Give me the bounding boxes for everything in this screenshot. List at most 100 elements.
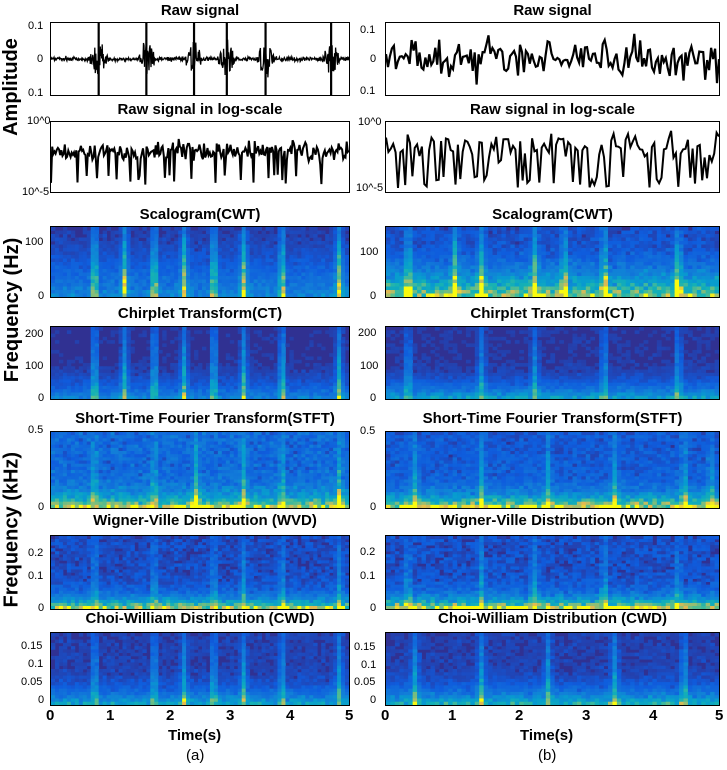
spectrogram-cell: [505, 330, 511, 334]
spectrogram-cell: [190, 395, 195, 399]
spectrogram-cell: [245, 363, 251, 367]
spectrogram-cell: [612, 251, 618, 256]
spectrogram-cell: [321, 290, 326, 294]
spectrogram-cell: [679, 283, 684, 287]
spectrogram-cell: [237, 276, 243, 280]
spectrogram-cell: [443, 366, 449, 370]
spectrogram-cell: [166, 258, 171, 263]
spectrogram-cell: [265, 392, 270, 397]
spectrogram-cell: [269, 333, 274, 338]
spectrogram-cell: [313, 227, 318, 231]
spectrogram-cell: [78, 385, 84, 390]
spectrogram-cell: [285, 279, 290, 284]
spectrogram-cell: [66, 392, 72, 397]
spectrogram-cell: [190, 376, 195, 380]
spectrogram-cell: [86, 286, 92, 291]
spectrogram-cell: [661, 276, 667, 280]
spectrogram-cell: [430, 372, 436, 377]
spectrogram-cell: [470, 237, 476, 242]
spectrogram-cell: [102, 269, 108, 273]
spectrogram-cell: [616, 293, 622, 297]
spectrogram-cell: [608, 385, 613, 390]
spectrogram-cell: [277, 392, 282, 397]
spectrogram-cell: [630, 248, 636, 252]
spectrogram-cell: [333, 290, 338, 294]
spectrogram-cell: [337, 343, 342, 348]
spectrogram-cell: [417, 372, 422, 377]
spectrogram-cell: [158, 262, 163, 266]
spectrogram-cell: [126, 227, 131, 231]
spectrogram-cell: [281, 376, 286, 380]
spectrogram-cell: [497, 283, 502, 287]
spectrogram-cell: [630, 286, 636, 291]
spectrogram-cell: [403, 265, 409, 270]
spectrogram-cell: [94, 255, 100, 259]
spectrogram-cell: [110, 262, 115, 266]
spectrogram-cell: [309, 376, 314, 380]
spectrogram-cell: [639, 227, 644, 231]
spectrogram-cell: [273, 363, 278, 367]
spectrogram-cell: [317, 382, 322, 387]
spectrogram-cell: [612, 265, 618, 270]
log-signal-a-plot: [50, 121, 350, 193]
spectrogram-cell: [253, 372, 259, 377]
spectrogram-cell: [652, 382, 658, 387]
spectrogram-cell: [608, 283, 613, 287]
spectrogram-cell: [439, 392, 445, 397]
spectrogram-cell: [394, 279, 400, 284]
spectrogram-cell: [313, 269, 318, 273]
spectrogram-cell: [630, 376, 636, 380]
spectrogram-cell: [138, 276, 143, 280]
spectrogram-cell: [194, 293, 199, 297]
spectrogram-cell: [448, 379, 453, 384]
spectrogram-cell: [325, 255, 330, 259]
spectrogram-cell: [523, 336, 529, 341]
spectrogram-cell: [679, 251, 684, 256]
spectrogram-cell: [241, 269, 247, 273]
spectrogram-cell: [217, 255, 223, 259]
spectrogram-cell: [225, 272, 231, 277]
spectrogram-cell: [54, 376, 60, 380]
spectrogram-cell: [130, 382, 135, 387]
spectrogram-cell: [205, 276, 211, 280]
spectrogram-cell: [90, 336, 96, 341]
spectrogram-cell: [421, 327, 427, 331]
spectrogram-cell: [528, 353, 533, 357]
spectrogram-cell: [122, 241, 127, 245]
spectrogram-cell: [253, 227, 259, 231]
spectrogram-cell: [714, 279, 719, 284]
spectrogram-cell: [122, 330, 127, 334]
spectrogram-cell: [457, 389, 462, 393]
spectrogram-cell: [221, 376, 227, 380]
spectrogram-cell: [301, 283, 306, 287]
spectrogram-cell: [269, 258, 274, 263]
spectrogram-cell: [492, 283, 498, 287]
spectrogram-cell: [568, 237, 573, 242]
spectrogram-cell: [608, 258, 613, 263]
spectrogram-cell: [665, 241, 671, 245]
spectrogram-cell: [90, 262, 96, 266]
spectrogram-cell: [138, 244, 143, 249]
spectrogram-cell: [317, 269, 322, 273]
spectrogram-cell: [643, 385, 649, 390]
spectrogram-cell: [166, 237, 171, 242]
spectrogram-cell: [621, 376, 627, 380]
spectrogram-cell: [461, 269, 467, 273]
spectrogram-cell: [245, 255, 251, 259]
spectrogram-cell: [399, 379, 405, 384]
spectrogram-cell: [233, 265, 239, 270]
spectrogram-cell: [182, 343, 187, 348]
spectrogram-cell: [670, 283, 675, 287]
chart-title: Raw signal in log-scale: [117, 101, 283, 118]
spectrogram-cell: [505, 379, 511, 384]
spectrogram-cell: [683, 248, 689, 252]
spectrogram-cell: [448, 395, 453, 399]
spectrogram-cell: [341, 293, 346, 297]
spectrogram-cell: [403, 343, 409, 348]
spectrogram-cell: [209, 340, 215, 344]
spectrogram-cell: [261, 385, 266, 390]
spectrogram-cell: [98, 376, 104, 380]
spectrogram-cell: [241, 290, 247, 294]
spectrogram-cell: [321, 248, 326, 252]
spectrogram-cell: [621, 372, 627, 377]
